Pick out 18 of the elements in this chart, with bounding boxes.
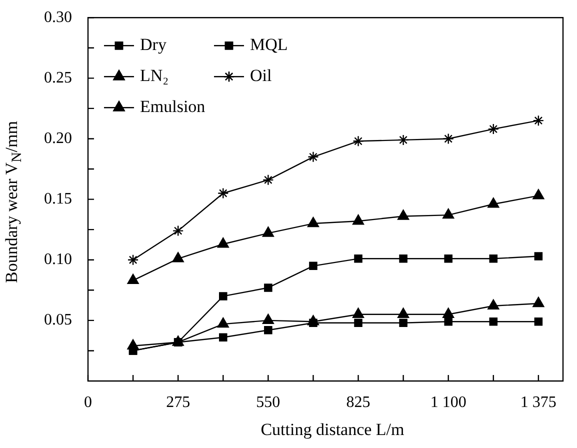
x-tick-label: 825 xyxy=(346,394,370,411)
y-tick-label: 0.10 xyxy=(44,251,72,268)
legend-label: MQL xyxy=(250,35,288,54)
legend-label: Oil xyxy=(250,66,272,86)
x-tick-label: 1 375 xyxy=(520,394,556,411)
legend-label: LN₂ xyxy=(140,66,169,86)
legend-label: Dry xyxy=(140,35,167,54)
y-tick-label: 0.20 xyxy=(44,130,72,147)
x-tick-label: 275 xyxy=(166,394,190,411)
y-tick-label: 0.30 xyxy=(44,8,72,26)
y-tick-label: 0.25 xyxy=(44,69,72,86)
y-tick-label: 0.05 xyxy=(44,312,72,329)
x-axis-title: Cutting distance L/m xyxy=(260,420,406,440)
x-tick-label: 0 xyxy=(84,394,92,411)
x-tick-label: 550 xyxy=(256,394,280,411)
legend-label: Emulsion xyxy=(140,97,206,116)
x-tick-label: 1 100 xyxy=(430,394,466,411)
y-tick-label: 0.15 xyxy=(44,190,72,208)
